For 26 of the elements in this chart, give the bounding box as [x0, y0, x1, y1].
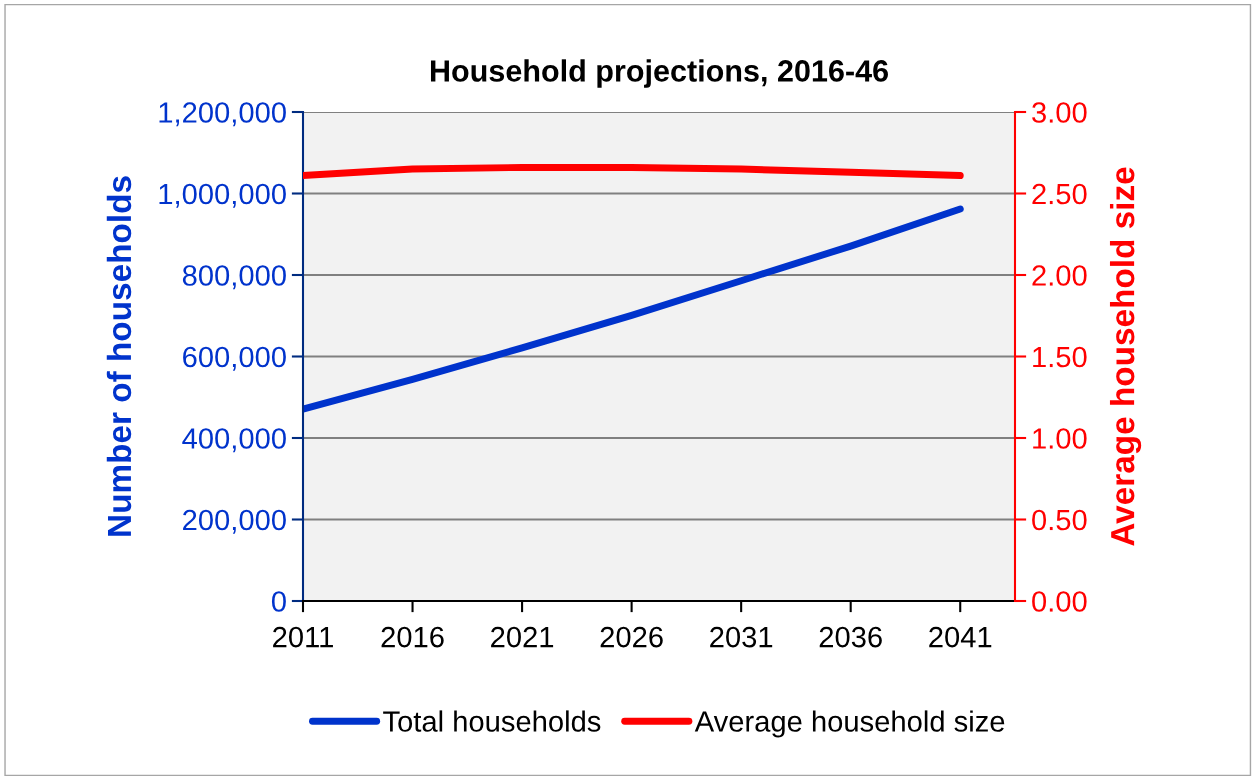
y2-tick-label: 2.00: [1032, 265, 1087, 286]
y2-tick-label: 1.50: [1033, 346, 1087, 368]
y2-tick-label: 0.50: [1032, 509, 1087, 531]
x-tick-label: 2021: [491, 626, 554, 648]
y-tick-label: 600,000: [183, 346, 286, 371]
x-tick-label: 2026: [600, 626, 663, 648]
y2-tick-label: 2.50: [1032, 183, 1087, 205]
x-tick-label: 2011: [273, 626, 333, 648]
y-axis-title: Number of households: [106, 176, 132, 536]
y2-tick-label: 0.00: [1032, 591, 1087, 612]
y-tick-label: 0: [271, 591, 286, 612]
y-tick-label: 400,000: [182, 428, 286, 453]
y2-tick-label: 1.00: [1033, 428, 1087, 449]
y2-axis-title: Average household size: [1109, 167, 1142, 546]
y-tick-label: 200,000: [183, 509, 286, 534]
legend-label: Average household size: [694, 710, 1005, 738]
chart-title: Household projections, 2016-46: [430, 59, 888, 88]
legend-label: Total households: [383, 710, 601, 732]
y-tick-label: 800,000: [182, 265, 286, 290]
x-tick-label: 2016: [381, 626, 444, 648]
x-tick-label: 2031: [710, 626, 773, 648]
x-tick-label: 2041: [929, 626, 992, 648]
x-tick-label: 2036: [819, 626, 882, 648]
y2-tick-label: 3.00: [1032, 102, 1087, 123]
y-tick-label: 1,000,000: [159, 183, 286, 208]
y-tick-label: 1,200,000: [159, 102, 286, 127]
